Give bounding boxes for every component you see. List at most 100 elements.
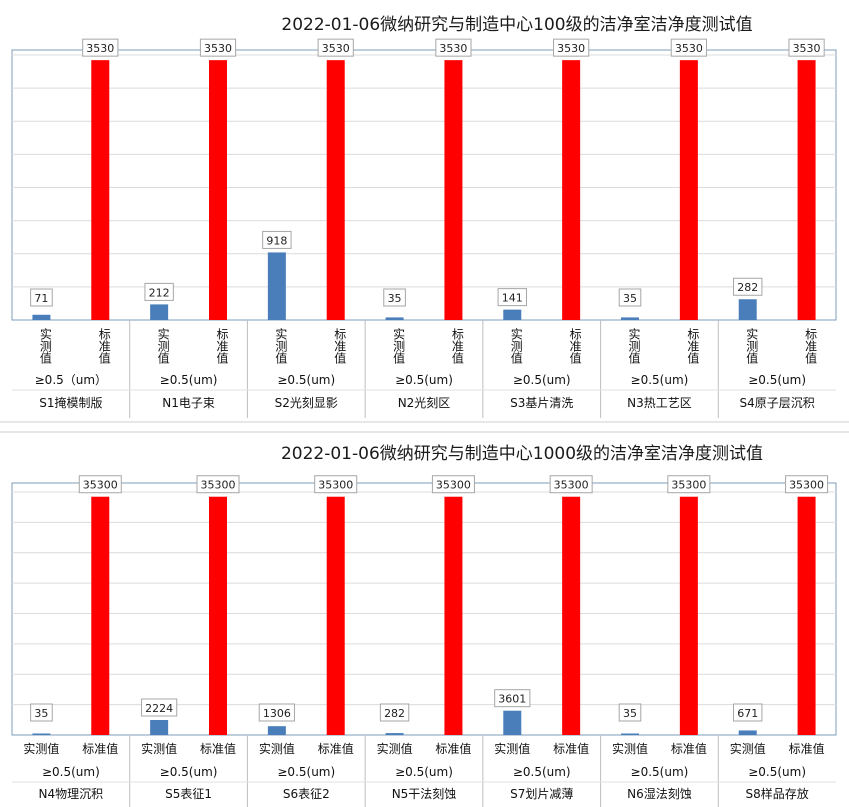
bar-measured (738, 730, 757, 735)
particle-size-label: ≥0.5(um) (277, 765, 335, 779)
bar-category-label: 实测值 (392, 327, 406, 365)
bar-standard (679, 60, 698, 321)
room-label: N2光刻区 (398, 396, 451, 410)
bar-category-label: 实测值 (494, 741, 530, 756)
bar-category-label: 标准值 (435, 741, 471, 756)
bar-measured (621, 317, 639, 320)
room-label: N5干法刻蚀 (392, 787, 457, 801)
data-label-box (258, 703, 295, 722)
room-label: S8样品存放 (746, 786, 809, 801)
bar-category-label: 标准值 (553, 741, 589, 756)
bar-measured (385, 317, 404, 320)
room-label: S6表征2 (283, 787, 330, 801)
data-label-box (196, 475, 240, 494)
data-label-box (733, 703, 763, 722)
bar-category-label: 标准值 (82, 741, 118, 756)
data-label-box (314, 475, 358, 494)
particle-size-label: ≥0.5(um) (631, 373, 689, 387)
data-label-box (30, 703, 53, 722)
bar-measured (32, 733, 51, 735)
bar-category-label: 实测值 (274, 327, 288, 365)
bar-category-label: 实测值 (745, 327, 759, 365)
bar-category-label: 实测值 (23, 741, 59, 756)
particle-size-label: ≥0.5(um) (160, 373, 218, 387)
data-label-box (141, 698, 178, 717)
bar-standard (91, 60, 110, 321)
bar-standard (444, 496, 463, 735)
data-label-box (317, 38, 354, 57)
bar-category-label: 实测值 (259, 741, 295, 756)
data-label: 35300 (671, 479, 706, 492)
data-label-box (82, 38, 119, 57)
data-label: 35300 (554, 479, 589, 492)
bar-standard (562, 60, 581, 321)
particle-size-label: ≥0.5（um） (35, 373, 107, 387)
bar-category-label: 标准值 (686, 328, 700, 365)
data-label-box (549, 475, 593, 494)
data-label-box (262, 230, 292, 249)
data-label: 3601 (498, 693, 526, 706)
bar-measured (385, 733, 404, 735)
bar-standard (562, 496, 581, 735)
group-S8样品存放: 671 实测值 35300 标准值 ≥0.5(um) S8样品存放 (717, 475, 829, 807)
bar-standard (444, 60, 463, 321)
bar-category-label: 标准值 (318, 741, 354, 756)
group-S1掩模制版: 71 实测值 3530 标准值 ≥0.5（um） S1掩模制版 (30, 38, 119, 410)
bar-standard (91, 496, 110, 735)
data-label: 282 (737, 281, 758, 294)
spreadsheet-divider (0, 421, 849, 433)
chart-title: 2022-01-06微纳研究与制造中心1000级的洁净室洁净度测试值 (281, 444, 763, 464)
room-label: N1电子束 (162, 396, 215, 410)
bar-category-label: 实测值 (509, 327, 523, 365)
group-N3热工艺区: 35 实测值 3530 标准值 ≥0.5(um) N3热工艺区 (600, 38, 707, 418)
data-label: 671 (737, 707, 758, 720)
bar-category-label: 标准值 (671, 741, 707, 756)
data-label: 3530 (439, 42, 467, 55)
group-N1电子束: 212 实测值 3530 标准值 ≥0.5(um) N1电子束 (129, 38, 237, 418)
data-label: 71 (34, 292, 48, 305)
data-label-box (553, 38, 590, 57)
data-label: 2224 (145, 702, 173, 715)
group-S6表征2: 1306 实测值 35300 标准值 ≥0.5(um) S6表征2 (246, 475, 358, 807)
bar-measured (621, 733, 639, 735)
bar-standard (797, 60, 816, 321)
data-label: 3530 (793, 42, 821, 55)
chart-cleanroom-1000: 2022-01-06微纳研究与制造中心1000级的洁净室洁净度测试值35实测值3… (11, 444, 837, 807)
bar-category-label: 实测值 (730, 741, 766, 756)
chart-cleanroom-100: 2022-01-06微纳研究与制造中心100级的洁净室洁净度测试值71实测值35… (11, 15, 837, 418)
room-label: N3热工艺区 (627, 396, 692, 410)
data-label-box (431, 475, 475, 494)
group-S5表征1: 2224 实测值 35300 标准值 ≥0.5(um) S5表征1 (129, 475, 240, 807)
bar-category-label: 标准值 (804, 328, 818, 365)
data-label: 282 (384, 707, 405, 720)
data-label-box (670, 38, 707, 57)
bar-category-label: 标准值 (333, 328, 347, 365)
bar-measured (267, 726, 286, 735)
particle-size-label: ≥0.5(um) (395, 373, 453, 387)
data-label: 3530 (557, 42, 585, 55)
bar-category-label: 实测值 (156, 327, 170, 365)
bar-standard (209, 496, 227, 735)
bar-category-label: 标准值 (200, 741, 236, 756)
data-label: 35300 (789, 479, 824, 492)
data-label-box (199, 38, 237, 57)
bar-category-label: 标准值 (789, 741, 825, 756)
bar-measured (150, 719, 169, 735)
data-label: 1306 (263, 707, 291, 720)
data-label: 3530 (204, 42, 232, 55)
group-S2光刻显影: 918 实测值 3530 标准值 ≥0.5(um) S2光刻显影 (246, 38, 354, 418)
data-label-box (618, 703, 642, 722)
room-label: S5表征1 (165, 787, 212, 801)
data-label: 141 (502, 292, 523, 305)
particle-size-label: ≥0.5(um) (160, 765, 218, 779)
bar-category-label: 实测值 (377, 741, 413, 756)
particle-size-label: ≥0.5(um) (513, 765, 571, 779)
data-label: 35300 (83, 479, 118, 492)
data-label: 35300 (318, 479, 353, 492)
bar-category-label: 实测值 (141, 741, 177, 756)
group-S3基片清洗: 141 实测值 3530 标准值 ≥0.5(um) S3基片清洗 (482, 38, 590, 418)
bar-standard (679, 496, 698, 735)
bar-category-label: 实测值 (38, 327, 52, 365)
bar-category-label: 实测值 (627, 327, 641, 365)
